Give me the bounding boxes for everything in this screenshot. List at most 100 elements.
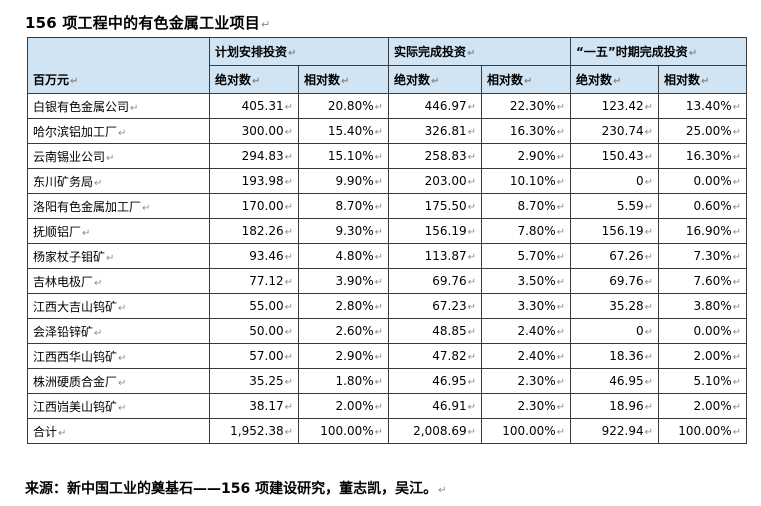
- unit-header-cell: 百万元↵: [27, 37, 210, 94]
- value-cell: 10.10%↵: [481, 168, 571, 194]
- cell-mark-icon: ↵: [644, 177, 653, 188]
- value-cell: 18.36↵: [570, 343, 659, 369]
- sub-header-cell: 相对数↵: [298, 65, 389, 94]
- value-cell: 2.30%↵: [481, 368, 571, 394]
- cell-mark-icon: ↵: [118, 352, 127, 364]
- value-cell: 48.85↵: [388, 318, 482, 344]
- value-cell: 1.80%↵: [298, 368, 389, 394]
- cell-mark-icon: ↵: [284, 377, 293, 388]
- value-cell: 2.40%↵: [481, 318, 571, 344]
- source-text: 来源：新中国工业的奠基石——156 项建设研究，董志凯，吴江。: [25, 481, 438, 497]
- cell-mark-icon: ↵: [701, 76, 710, 87]
- cell-mark-icon: ↵: [467, 177, 476, 188]
- value-cell: 69.76↵: [388, 268, 482, 294]
- source-note: 来源：新中国工业的奠基石——156 项建设研究，董志凯，吴江。↵: [25, 478, 447, 498]
- value-cell: 405.31↵: [209, 93, 299, 119]
- cell-mark-icon: ↵: [374, 427, 383, 438]
- cell-mark-icon: ↵: [118, 127, 127, 139]
- group-header-five-year: “一五”时期完成投资↵: [569, 37, 748, 66]
- cell-mark-icon: ↵: [284, 352, 293, 363]
- project-name-cell: 洛阳有色金属加工厂↵: [27, 193, 210, 219]
- project-name-cell: 云南锡业公司↵: [27, 143, 210, 169]
- table-row: 江西岿美山钨矿↵ 38.17↵ 2.00%↵ 46.91↵ 2.30%↵ 18.96↵ 2.…: [27, 393, 748, 419]
- value-cell: 2.00%↵: [298, 393, 389, 419]
- project-name-cell: 吉林电极厂↵: [27, 268, 210, 294]
- value-cell: 4.80%↵: [298, 243, 389, 269]
- value-cell: 922.94↵: [570, 418, 659, 444]
- value-cell: 0.60%↵: [657, 193, 748, 219]
- cell-mark-icon: ↵: [284, 252, 293, 263]
- cell-mark-icon: ↵: [556, 327, 565, 338]
- cell-mark-icon: ↵: [94, 277, 103, 289]
- cell-mark-icon: ↵: [374, 302, 383, 313]
- cell-mark-icon: ↵: [644, 327, 653, 338]
- table-row: 抚顺铝厂↵ 182.26↵ 9.30%↵ 156.19↵ 7.80%↵ 156.19↵ 16…: [27, 218, 748, 244]
- value-cell: 16.90%↵: [657, 218, 748, 244]
- cell-mark-icon: ↵: [106, 152, 115, 164]
- value-cell: 170.00↵: [209, 193, 299, 219]
- cell-mark-icon: ↵: [644, 127, 653, 138]
- cell-mark-icon: ↵: [732, 177, 742, 188]
- cell-mark-icon: ↵: [284, 427, 293, 438]
- cell-mark-icon: ↵: [732, 302, 742, 313]
- project-name-cell: 抚顺铝厂↵: [27, 218, 210, 244]
- value-cell: 300.00↵: [209, 118, 299, 144]
- cell-mark-icon: ↵: [374, 277, 383, 288]
- cell-mark-icon: ↵: [374, 252, 383, 263]
- cell-mark-icon: ↵: [467, 277, 476, 288]
- cell-mark-icon: ↵: [284, 227, 293, 238]
- cell-mark-icon: ↵: [556, 252, 565, 263]
- value-cell: 20.80%↵: [298, 93, 389, 119]
- paragraph-mark-icon: ↵: [260, 18, 271, 31]
- cell-mark-icon: ↵: [644, 377, 653, 388]
- cell-mark-icon: ↵: [644, 252, 653, 263]
- value-cell: 326.81↵: [388, 118, 482, 144]
- cell-mark-icon: ↵: [284, 277, 293, 288]
- value-cell: 93.46↵: [209, 243, 299, 269]
- cell-mark-icon: ↵: [142, 202, 151, 214]
- value-cell: 150.43↵: [570, 143, 659, 169]
- value-cell: 113.87↵: [388, 243, 482, 269]
- cell-mark-icon: ↵: [467, 427, 476, 438]
- sub-header-cell: 绝对数↵: [388, 65, 482, 94]
- value-cell: 0.00%↵: [657, 318, 748, 344]
- project-name-cell: 会泽铅锌矿↵: [27, 318, 210, 344]
- cell-mark-icon: ↵: [94, 177, 103, 189]
- table-row: 东川矿务局↵ 193.98↵ 9.90%↵ 203.00↵ 10.10%↵ 0↵ 0.00%…: [27, 168, 748, 194]
- value-cell: 230.74↵: [570, 118, 659, 144]
- value-cell: 2.80%↵: [298, 293, 389, 319]
- project-name-cell: 哈尔滨铝加工厂↵: [27, 118, 210, 144]
- cell-mark-icon: ↵: [556, 152, 565, 163]
- cell-mark-icon: ↵: [644, 352, 653, 363]
- table-row: 洛阳有色金属加工厂↵ 170.00↵ 8.70%↵ 175.50↵ 8.70%↵ 5.59…: [27, 193, 748, 219]
- value-cell: 9.30%↵: [298, 218, 389, 244]
- cell-mark-icon: ↵: [118, 402, 127, 414]
- cell-mark-icon: ↵: [732, 427, 742, 438]
- value-cell: 25.00%↵: [657, 118, 748, 144]
- value-cell: 57.00↵: [209, 343, 299, 369]
- cell-mark-icon: ↵: [467, 327, 476, 338]
- value-cell: 67.23↵: [388, 293, 482, 319]
- table-row: 杨家杖子钼矿↵ 93.46↵ 4.80%↵ 113.87↵ 5.70%↵ 67.26↵ 7.…: [27, 243, 748, 269]
- cell-mark-icon: ↵: [374, 177, 383, 188]
- table-row: 江西大吉山钨矿↵ 55.00↵ 2.80%↵ 67.23↵ 3.30%↵ 35.28↵ 3.…: [27, 293, 748, 319]
- cell-mark-icon: ↵: [284, 202, 293, 213]
- cell-mark-icon: ↵: [467, 402, 476, 413]
- value-cell: 100.00%↵: [481, 418, 571, 444]
- cell-mark-icon: ↵: [284, 177, 293, 188]
- cell-mark-icon: ↵: [374, 352, 383, 363]
- cell-mark-icon: ↵: [644, 202, 653, 213]
- value-cell: 7.80%↵: [481, 218, 571, 244]
- value-cell: 175.50↵: [388, 193, 482, 219]
- cell-mark-icon: ↵: [374, 377, 383, 388]
- cell-mark-icon: ↵: [732, 152, 742, 163]
- cell-mark-icon: ↵: [284, 327, 293, 338]
- value-cell: 2.90%↵: [298, 343, 389, 369]
- cell-mark-icon: ↵: [284, 302, 293, 313]
- cell-mark-icon: ↵: [644, 402, 653, 413]
- project-name-cell: 江西西华山钨矿↵: [27, 343, 210, 369]
- value-cell: 35.25↵: [209, 368, 299, 394]
- cell-mark-icon: ↵: [732, 227, 742, 238]
- value-cell: 100.00%↵: [298, 418, 389, 444]
- project-name-cell: 东川矿务局↵: [27, 168, 210, 194]
